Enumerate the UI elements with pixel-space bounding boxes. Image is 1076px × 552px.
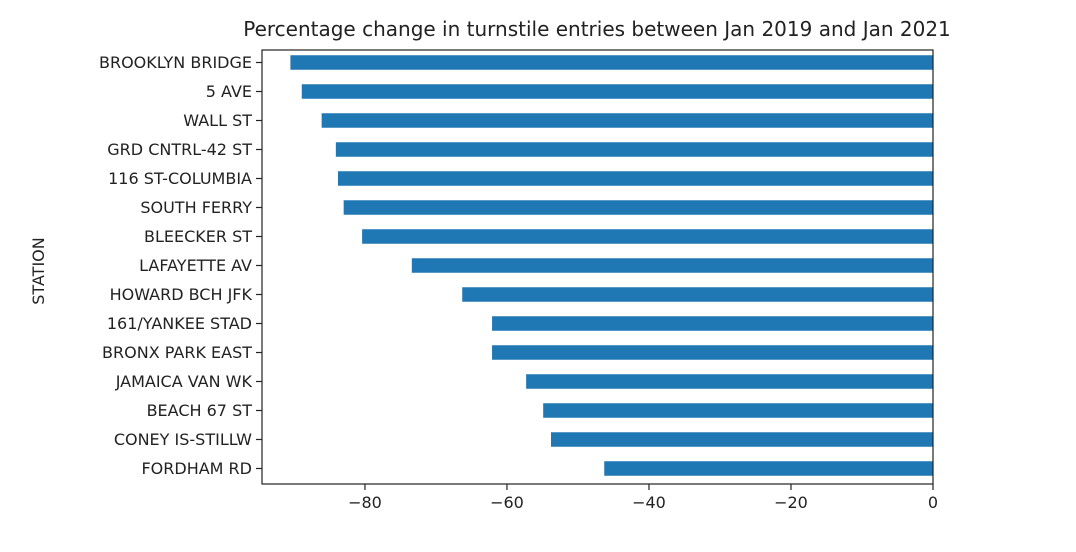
bar	[492, 345, 933, 360]
bar	[343, 200, 933, 215]
y-tick-label: BLEECKER ST	[144, 227, 252, 246]
y-tick-label: CONEY IS-STILLW	[114, 430, 252, 449]
y-tick-label: 161/YANKEE STAD	[107, 314, 252, 333]
bar	[301, 84, 934, 99]
bar	[362, 229, 934, 244]
bar	[290, 55, 934, 70]
x-tick-label: 0	[928, 493, 938, 512]
x-tick-label: −80	[348, 493, 382, 512]
x-ticks: −80 −60 −40 −20 0	[348, 484, 938, 512]
y-tick-labels: BROOKLYN BRIDGE 5 AVE WALL ST GRD CNTRL-42 …	[99, 53, 262, 478]
y-tick-label: 116 ST-COLUMBIA	[108, 169, 252, 188]
x-tick-label: −20	[774, 493, 808, 512]
y-tick-label: 5 AVE	[206, 82, 252, 101]
y-tick-label: SOUTH FERRY	[140, 198, 252, 217]
chart-title: Percentage change in turnstile entries b…	[243, 17, 951, 41]
bars-group	[290, 55, 934, 476]
y-tick-label: WALL ST	[183, 111, 252, 130]
bar	[492, 316, 933, 331]
x-tick-label: −40	[632, 493, 666, 512]
x-tick-label: −60	[490, 493, 524, 512]
plot-frame	[261, 49, 934, 485]
y-tick-label: LAFAYETTE AV	[139, 256, 252, 275]
bar	[321, 113, 934, 128]
bar	[335, 142, 934, 157]
y-tick-label: HOWARD BCH JFK	[110, 285, 253, 304]
y-tick-label: BROOKLYN BRIDGE	[99, 53, 252, 72]
y-tick-label: BEACH 67 ST	[147, 401, 253, 420]
bar	[337, 171, 933, 186]
y-tick-label: GRD CNTRL-42 ST	[107, 140, 252, 159]
bar	[604, 461, 933, 476]
y-axis-label: STATION	[29, 237, 48, 304]
bar	[462, 287, 933, 302]
bar	[543, 403, 933, 418]
bar	[411, 258, 933, 273]
bar	[526, 374, 933, 389]
bar	[550, 432, 933, 447]
y-tick-label: BRONX PARK EAST	[102, 343, 252, 362]
y-tick-label: JAMAICA VAN WK	[115, 372, 253, 391]
y-tick-label: FORDHAM RD	[141, 459, 252, 478]
